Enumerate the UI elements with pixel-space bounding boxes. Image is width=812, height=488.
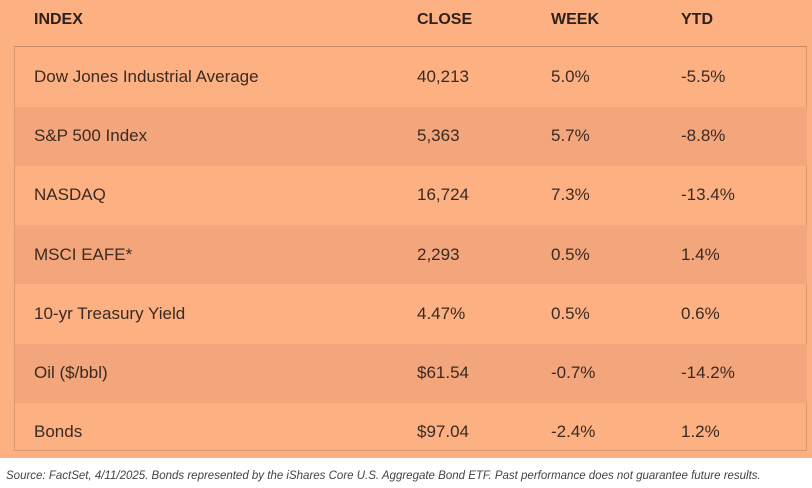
table-cell: 10-yr Treasury Yield — [34, 303, 186, 323]
table-cell: $97.04 — [417, 422, 469, 442]
row-shade — [15, 106, 807, 166]
table-cell: 2,293 — [417, 244, 460, 264]
table-cell: 1.2% — [681, 422, 720, 442]
table-cell: Dow Jones Industrial Average — [34, 67, 259, 86]
table-cell: S&P 500 Index — [34, 126, 148, 146]
table-cell: $61.54 — [417, 363, 469, 382]
table-cell: 5.0% — [551, 67, 590, 86]
column-header: WEEK — [551, 11, 599, 28]
column-header: YTD — [681, 11, 713, 28]
table-cell: 0.5% — [551, 303, 590, 323]
table-cell: -14.2% — [681, 363, 735, 382]
table-cell: -13.4% — [681, 185, 735, 205]
table-cell: 0.5% — [551, 244, 590, 264]
row-shade — [15, 343, 807, 403]
table-cell: NASDAQ — [34, 185, 106, 205]
table-cell: 4.47% — [417, 303, 466, 323]
table-cell: Oil ($/bbl) — [34, 363, 108, 382]
table-cell: 0.6% — [681, 303, 720, 323]
table-cell: Bonds — [34, 422, 83, 442]
table-cell: -2.4% — [551, 422, 596, 442]
table-cell: -0.7% — [551, 363, 596, 382]
table-cell: 1.4% — [681, 244, 720, 264]
column-header: INDEX — [34, 11, 83, 28]
source-note: Source: FactSet, 4/11/2025. Bonds repres… — [6, 470, 761, 482]
table-cell: -8.8% — [681, 126, 726, 146]
column-header: CLOSE — [417, 11, 473, 28]
table-cell: 5,363 — [417, 126, 460, 146]
table-cell: -5.5% — [681, 67, 726, 86]
row-shade — [15, 225, 807, 285]
table-cell: MSCI EAFE* — [34, 244, 133, 264]
table-cell: 40,213 — [417, 67, 469, 86]
table-cell: 7.3% — [551, 185, 590, 205]
table-cell: 16,724 — [417, 185, 469, 205]
table-cell: 5.7% — [551, 126, 590, 146]
